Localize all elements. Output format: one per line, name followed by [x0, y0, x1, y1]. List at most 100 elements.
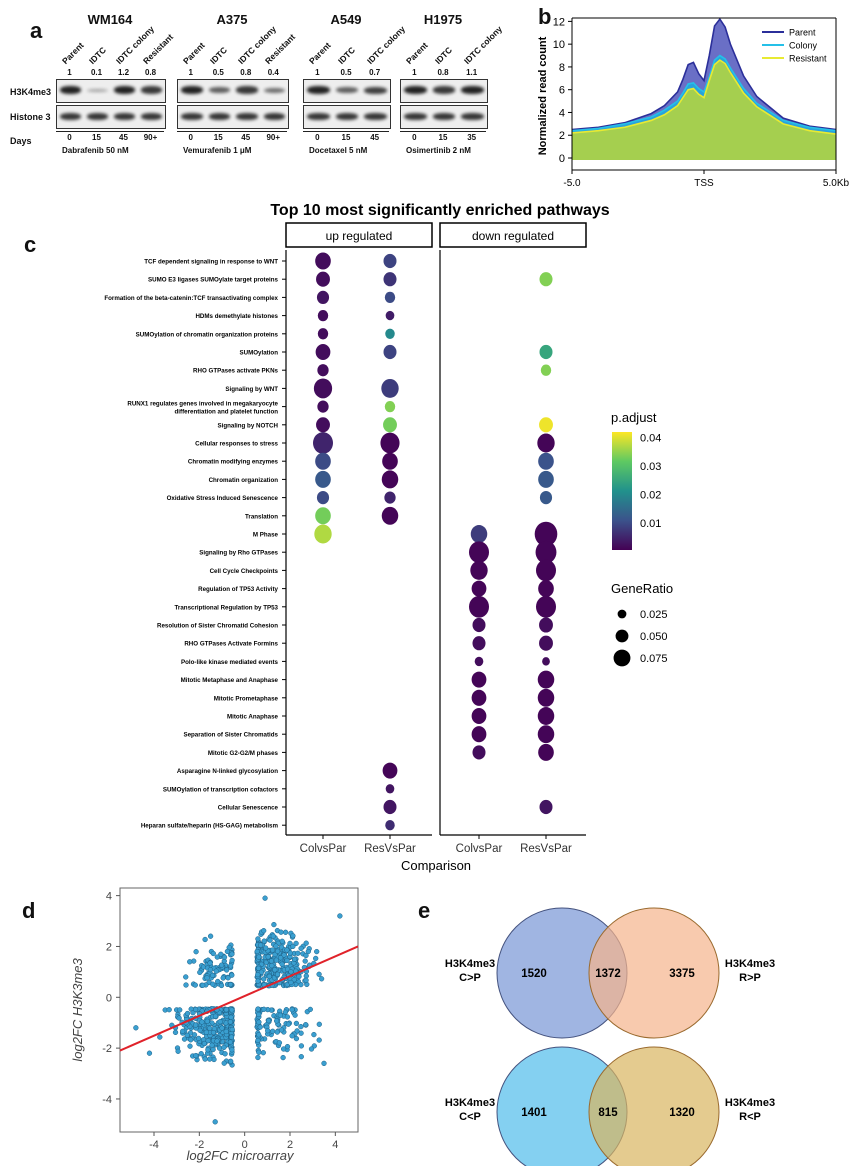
blot-band	[335, 87, 359, 94]
enrichment-dot	[315, 343, 331, 361]
scatter-point	[278, 1027, 285, 1033]
pathway-label: Polo-like kinase mediated events	[181, 659, 279, 666]
scatter-point	[207, 933, 214, 939]
day-value: 15	[213, 133, 223, 142]
venn-right-label: H3K4me3	[725, 1097, 775, 1109]
pathway-label: SUMO E3 ligases SUMOylate target protein…	[148, 277, 279, 284]
pathway-label: Asparagine N-linked glycosylation	[177, 768, 278, 775]
scatter-point	[255, 1037, 261, 1044]
enrichment-dot	[384, 291, 396, 304]
scatter-point	[272, 967, 278, 973]
y-tick-label: 4	[559, 107, 565, 119]
enrichment-dot	[539, 617, 553, 633]
x-tick-label: ColvsPar	[300, 843, 347, 855]
western-blot-panel: H3K4me3 Histone 3 Days WM164 Parent 1 0 IDTC…	[0, 0, 530, 190]
scatter-point	[227, 1019, 234, 1025]
blot-band	[307, 86, 330, 94]
series-line-colony	[571, 54, 837, 132]
blot-band	[263, 113, 285, 120]
pathway-label: Chromatin organization	[209, 477, 279, 484]
scatter-point	[229, 1026, 235, 1033]
lane-label: Parent	[180, 40, 207, 66]
scatter-point	[256, 1049, 262, 1055]
enrichment-dot	[381, 378, 399, 398]
scatter-point	[303, 952, 309, 959]
pathway-label: Signaling by Rho GTPases	[199, 550, 278, 557]
venn-right-count: 3375	[669, 968, 695, 980]
enrichment-dot	[540, 364, 552, 376]
blot-band	[236, 113, 258, 120]
scatter-point	[222, 1051, 228, 1057]
enrichment-dot	[383, 272, 397, 287]
pathway-label: RUNX1 regulates genes involved in megaka…	[127, 401, 278, 416]
facet-label: down regulated	[472, 229, 554, 243]
scatter-point	[298, 1054, 304, 1060]
venn-right-label: R<P	[739, 1111, 761, 1123]
day-value: 15	[341, 133, 351, 142]
day-value: 0	[67, 133, 72, 142]
color-legend-label: 0.04	[640, 433, 661, 445]
day-value: 15	[438, 133, 448, 142]
blot-band	[208, 87, 230, 94]
x-tick-label: 5.0Kb	[823, 178, 850, 189]
intensity-ratio: 0.5	[212, 68, 224, 77]
scatter-point	[261, 928, 267, 934]
drug-label: Dabrafenib 50 nM	[62, 146, 129, 155]
enrichment-dot	[471, 580, 487, 597]
pathway-label: Signaling by WNT	[225, 386, 278, 393]
scatter-point	[195, 1035, 202, 1042]
scatter-point	[295, 950, 301, 956]
scatter-point	[210, 1029, 217, 1036]
size-legend-label: 0.025	[640, 609, 668, 621]
enrichment-dot	[537, 670, 555, 689]
pathway-label: Mitotic Anaphase	[227, 714, 279, 721]
scatter-point	[276, 1040, 283, 1046]
venn-right-label: H3K4me3	[725, 958, 775, 970]
blot-band	[307, 113, 330, 120]
pathway-label: Mitotic Metaphase and Anaphase	[181, 677, 279, 684]
scatter-point	[289, 1007, 295, 1013]
enrichment-dot	[315, 507, 331, 525]
scatter-point	[269, 947, 276, 953]
scatter-point	[207, 1056, 213, 1062]
panel-label-d: d	[22, 898, 36, 923]
pathway-dot-plot: Top 10 most significantly enriched pathw…	[104, 202, 673, 873]
scatter-point	[287, 950, 293, 956]
scatter-point	[318, 976, 325, 982]
days-axis-line	[56, 131, 164, 132]
blot-band	[60, 113, 81, 120]
blot-band	[461, 113, 484, 120]
scatter-point	[220, 975, 226, 981]
scatter-point	[298, 945, 304, 952]
venn-right-label: R>P	[739, 972, 761, 984]
venn-left-label: C<P	[459, 1111, 481, 1123]
scatter-point	[265, 954, 271, 960]
scatter-point	[260, 1050, 266, 1056]
blot-band	[404, 86, 427, 94]
scatter-point	[270, 1028, 276, 1034]
scatter-point	[293, 940, 299, 947]
y-tick-label: -4	[102, 1094, 112, 1106]
scatter-point	[256, 1019, 262, 1025]
x-tick-label: -5.0	[563, 178, 581, 189]
day-value: 0	[412, 133, 417, 142]
blot-band	[364, 86, 387, 94]
y-tick-label: 2	[559, 130, 565, 142]
blot-band	[60, 86, 81, 94]
scatter-point	[263, 945, 269, 951]
scatter-point	[265, 1018, 272, 1024]
enrichment-dot	[537, 433, 555, 453]
scatter-point	[223, 1028, 229, 1035]
enrichment-dot	[381, 470, 399, 489]
enrichment-dot	[382, 762, 398, 779]
scatter-point	[229, 972, 235, 978]
scatter-point	[202, 1056, 208, 1062]
enrichment-dot	[314, 524, 332, 544]
scatter-point	[314, 948, 320, 955]
scatter-point	[219, 1025, 225, 1031]
scatter-point	[177, 1007, 183, 1013]
venn-left-label: H3K4me3	[445, 1097, 495, 1109]
enrichment-dot	[537, 725, 555, 744]
facet-strip	[285, 222, 433, 248]
scatter-point	[184, 1010, 191, 1017]
